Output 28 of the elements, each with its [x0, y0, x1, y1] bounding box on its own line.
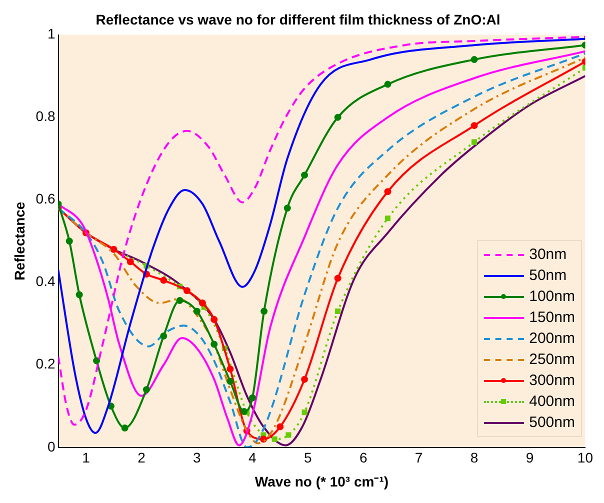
x-tick-label: 10	[577, 450, 594, 466]
legend-label: 300nm	[529, 372, 575, 389]
y-tick-label: 0.6	[36, 190, 56, 207]
x-tick-label: 1	[82, 450, 90, 466]
y-tick-label: 0.4	[36, 273, 56, 290]
legend-label: 150nm	[529, 309, 575, 326]
y-tick-label: 1	[47, 26, 56, 42]
x-axis-title: Wave no (* 10³ cm⁻¹)	[254, 473, 389, 490]
x-tick-label: 2	[138, 450, 146, 466]
y-tick-label: 0	[47, 438, 56, 454]
x-tick-label: 3	[193, 450, 202, 466]
x-tick-label: 7	[414, 450, 423, 466]
x-tick-label: 4	[248, 450, 257, 466]
chart-title: Reflectance vs wave no for different film thickness of ZnO:Al	[96, 11, 500, 28]
legend-label: 250nm	[529, 351, 575, 368]
x-tick-label: 6	[359, 450, 368, 466]
y-tick-label: 0.2	[36, 356, 56, 372]
legend-label: 100nm	[529, 288, 575, 305]
legend-label: 30nm	[529, 246, 567, 263]
y-axis-title: Reflectance	[11, 202, 28, 280]
legend-label: 50nm	[529, 267, 567, 284]
legend-label: 500nm	[529, 414, 575, 431]
legend-label: 200nm	[529, 330, 575, 347]
y-tick-label: 0.8	[36, 108, 56, 124]
legend-label: 400nm	[529, 393, 575, 410]
x-tick-label: 8	[470, 450, 478, 466]
x-tick-label: 9	[526, 450, 534, 466]
x-tick-label: 5	[304, 450, 312, 466]
